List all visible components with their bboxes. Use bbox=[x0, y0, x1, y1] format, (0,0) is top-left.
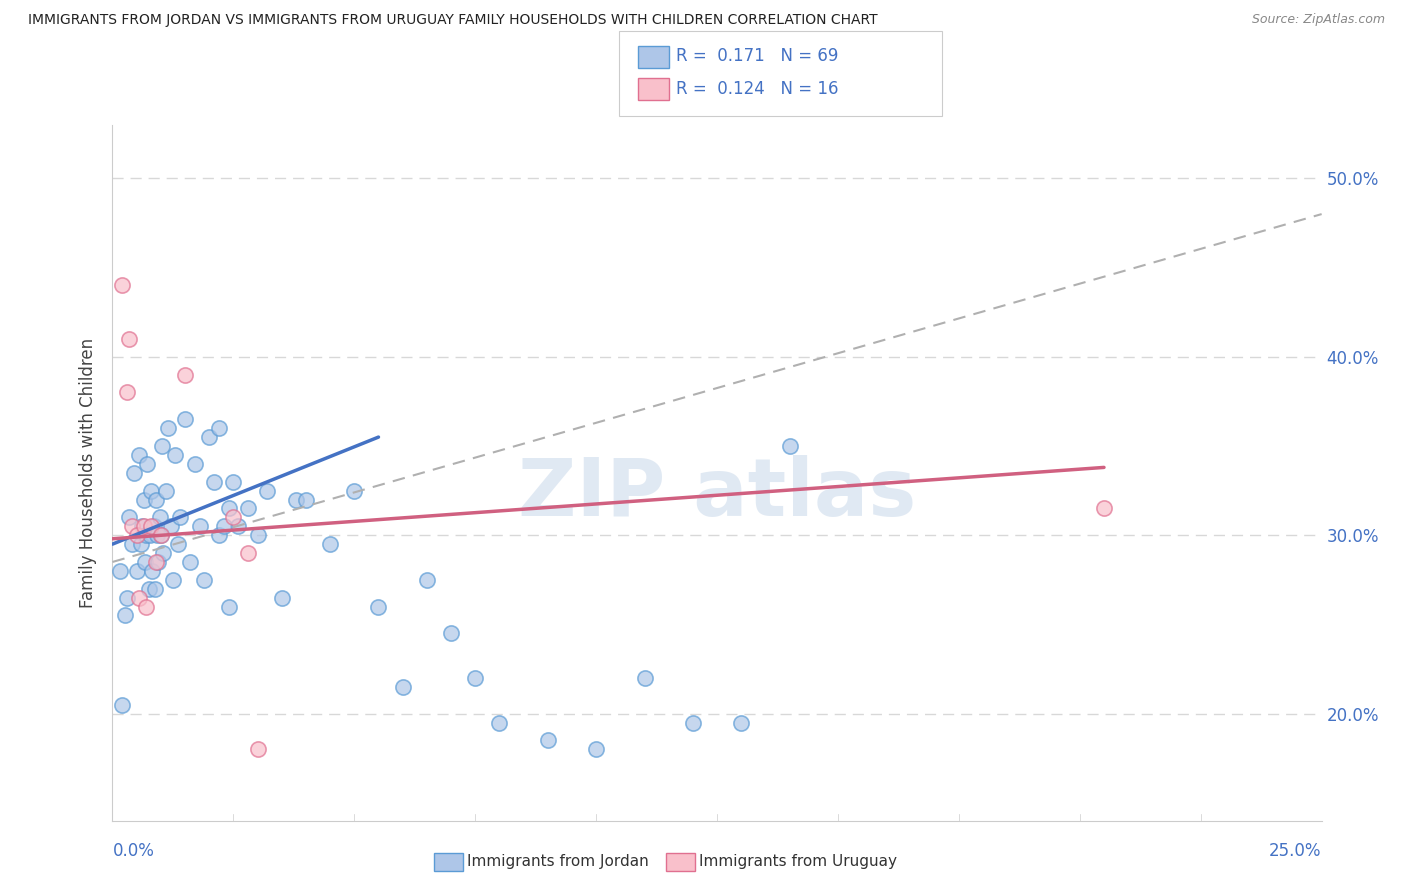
Point bbox=[152, 546, 174, 560]
Point bbox=[111, 278, 134, 293]
Y-axis label: Family Households with Children: Family Households with Children bbox=[79, 338, 97, 607]
Point bbox=[143, 582, 166, 596]
Point bbox=[138, 582, 160, 596]
Point bbox=[157, 421, 180, 435]
Text: 0.0%: 0.0% bbox=[112, 842, 155, 860]
Point bbox=[183, 457, 205, 471]
Text: Immigrants from Uruguay: Immigrants from Uruguay bbox=[699, 855, 897, 869]
Point bbox=[285, 492, 308, 507]
Point bbox=[162, 573, 184, 587]
Point bbox=[212, 519, 235, 533]
Point bbox=[226, 519, 249, 533]
Point bbox=[121, 519, 143, 533]
Point bbox=[256, 483, 278, 498]
Point bbox=[125, 564, 148, 578]
Point bbox=[134, 555, 156, 569]
Point bbox=[114, 608, 136, 623]
Point bbox=[208, 421, 231, 435]
Point bbox=[343, 483, 366, 498]
Point bbox=[218, 599, 240, 614]
Text: R =  0.124   N = 16: R = 0.124 N = 16 bbox=[676, 80, 839, 98]
Point bbox=[246, 742, 269, 756]
Point bbox=[585, 742, 607, 756]
Point bbox=[142, 519, 165, 533]
Point bbox=[145, 492, 167, 507]
Point bbox=[730, 715, 752, 730]
Point bbox=[149, 528, 172, 542]
Point bbox=[198, 430, 221, 444]
Point bbox=[146, 528, 169, 542]
Point bbox=[166, 537, 188, 551]
Point bbox=[165, 448, 187, 462]
Text: ZIP atlas: ZIP atlas bbox=[517, 455, 917, 533]
Point bbox=[115, 385, 138, 400]
Point bbox=[464, 671, 486, 685]
Point bbox=[193, 573, 215, 587]
Point bbox=[236, 501, 259, 516]
Point bbox=[111, 698, 134, 712]
Point bbox=[188, 519, 211, 533]
Point bbox=[145, 555, 167, 569]
Point bbox=[150, 439, 173, 453]
Point bbox=[141, 519, 163, 533]
Point bbox=[149, 510, 172, 524]
Point bbox=[246, 528, 269, 542]
Point bbox=[118, 332, 141, 346]
Point bbox=[132, 492, 155, 507]
Text: 25.0%: 25.0% bbox=[1270, 842, 1322, 860]
Point bbox=[131, 519, 153, 533]
Point bbox=[131, 537, 153, 551]
Point bbox=[132, 519, 155, 533]
Point bbox=[202, 475, 225, 489]
Point bbox=[270, 591, 292, 605]
Point bbox=[125, 528, 148, 542]
Text: Source: ZipAtlas.com: Source: ZipAtlas.com bbox=[1251, 13, 1385, 27]
Text: R =  0.171   N = 69: R = 0.171 N = 69 bbox=[676, 47, 838, 65]
Point bbox=[367, 599, 389, 614]
Point bbox=[440, 626, 463, 640]
Point bbox=[155, 483, 177, 498]
Point bbox=[139, 528, 162, 542]
Point bbox=[135, 599, 157, 614]
Point bbox=[118, 510, 141, 524]
Point bbox=[1092, 501, 1115, 516]
Point bbox=[319, 537, 342, 551]
Text: IMMIGRANTS FROM JORDAN VS IMMIGRANTS FROM URUGUAY FAMILY HOUSEHOLDS WITH CHILDRE: IMMIGRANTS FROM JORDAN VS IMMIGRANTS FRO… bbox=[28, 13, 877, 28]
Point bbox=[174, 368, 197, 382]
Point bbox=[779, 439, 801, 453]
Point bbox=[682, 715, 704, 730]
Point bbox=[121, 537, 143, 551]
Text: Immigrants from Jordan: Immigrants from Jordan bbox=[467, 855, 648, 869]
Point bbox=[416, 573, 439, 587]
Point bbox=[236, 546, 259, 560]
Point bbox=[295, 492, 318, 507]
Point bbox=[128, 448, 150, 462]
Point bbox=[174, 412, 197, 426]
Point bbox=[159, 519, 181, 533]
Point bbox=[218, 501, 240, 516]
Point bbox=[179, 555, 201, 569]
Point bbox=[122, 466, 145, 480]
Point bbox=[222, 510, 245, 524]
Point bbox=[633, 671, 655, 685]
Point bbox=[128, 591, 150, 605]
Point bbox=[141, 483, 163, 498]
Point bbox=[136, 457, 159, 471]
Point bbox=[141, 564, 163, 578]
Point bbox=[488, 715, 510, 730]
Point bbox=[537, 733, 560, 747]
Point bbox=[222, 475, 245, 489]
Point bbox=[115, 591, 138, 605]
Point bbox=[391, 680, 413, 694]
Point bbox=[135, 528, 157, 542]
Point bbox=[169, 510, 191, 524]
Point bbox=[208, 528, 231, 542]
Point bbox=[148, 555, 170, 569]
Point bbox=[108, 564, 131, 578]
Point bbox=[149, 528, 172, 542]
